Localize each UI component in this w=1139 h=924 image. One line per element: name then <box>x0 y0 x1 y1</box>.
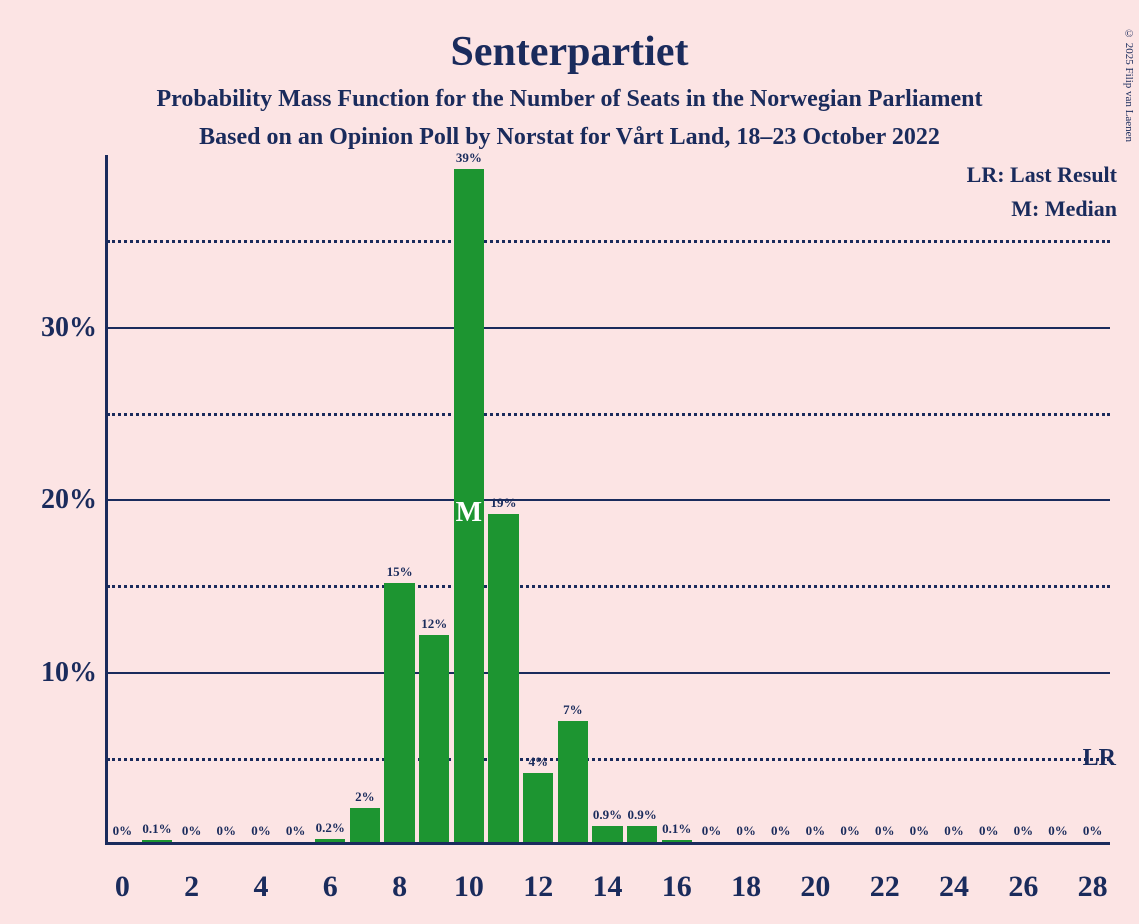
bar-value-label: 39% <box>456 150 482 166</box>
median-marker: M <box>456 497 482 529</box>
bar-seat-1 <box>142 840 172 842</box>
bar-value-label: 0% <box>251 823 271 839</box>
bar-seat-13 <box>558 721 588 842</box>
bar-seat-12 <box>523 773 553 842</box>
bar-seat-15 <box>627 826 657 842</box>
y-tick-label: 10% <box>41 657 97 689</box>
y-tick-label: 20% <box>41 484 97 516</box>
x-tick-label: 28 <box>1078 870 1108 904</box>
bar-value-label: 0% <box>702 823 722 839</box>
bar-value-label: 0% <box>875 823 895 839</box>
x-tick-label: 4 <box>253 870 268 904</box>
x-tick-label: 10 <box>454 870 484 904</box>
bar-value-label: 19% <box>491 495 517 511</box>
bar-value-label: 0.9% <box>628 807 657 823</box>
x-tick-label: 2 <box>184 870 199 904</box>
grid-line-major <box>107 327 1110 329</box>
bar-value-label: 0.1% <box>142 821 171 837</box>
bar-value-label: 0.2% <box>316 820 345 836</box>
chart-container: Senterpartiet Probability Mass Function … <box>0 0 1139 924</box>
bar-seat-16 <box>662 840 692 842</box>
bar-value-label: 0% <box>771 823 791 839</box>
x-tick-label: 20 <box>800 870 830 904</box>
bar-seat-14 <box>592 826 622 842</box>
bar-value-label: 7% <box>563 702 583 718</box>
x-tick-label: 18 <box>731 870 761 904</box>
bar-value-label: 0% <box>910 823 930 839</box>
chart-subtitle-1: Probability Mass Function for the Number… <box>0 86 1139 113</box>
bar-seat-9 <box>419 635 449 842</box>
grid-line-minor <box>107 585 1110 588</box>
bar-seat-7 <box>350 808 380 843</box>
grid-line-minor <box>107 240 1110 243</box>
x-tick-label: 26 <box>1008 870 1038 904</box>
x-tick-label: 16 <box>662 870 692 904</box>
chart-title: Senterpartiet <box>0 28 1139 76</box>
bar-value-label: 0% <box>286 823 306 839</box>
copyright-text: © 2025 Filip van Laenen <box>1123 28 1135 142</box>
grid-line-minor <box>107 413 1110 416</box>
bar-value-label: 15% <box>387 564 413 580</box>
x-tick-label: 0 <box>115 870 130 904</box>
x-tick-label: 8 <box>392 870 407 904</box>
x-axis-line <box>105 842 1110 845</box>
bar-value-label: 0.1% <box>662 821 691 837</box>
chart-subtitle-2: Based on an Opinion Poll by Norstat for … <box>0 124 1139 151</box>
bar-value-label: 12% <box>421 616 447 632</box>
grid-line-major <box>107 672 1110 674</box>
bar-value-label: 0% <box>944 823 964 839</box>
x-tick-label: 6 <box>323 870 338 904</box>
bar-value-label: 0% <box>217 823 237 839</box>
bar-value-label: 2% <box>355 789 375 805</box>
bar-value-label: 4% <box>528 754 548 770</box>
grid-line-major <box>107 499 1110 501</box>
bar-value-label: 0% <box>979 823 999 839</box>
bar-seat-6 <box>315 839 345 842</box>
x-tick-label: 12 <box>523 870 553 904</box>
x-tick-label: 14 <box>593 870 623 904</box>
bar-value-label: 0% <box>113 823 133 839</box>
plot-area: 0%0.1%0%0%0%0%0.2%2%15%12%39%19%4%7%0.9%… <box>105 155 1110 845</box>
bar-value-label: 0% <box>1014 823 1034 839</box>
lr-marker: LR <box>1083 745 1116 772</box>
bar-value-label: 0% <box>1083 823 1103 839</box>
bar-seat-11 <box>488 514 518 842</box>
bar-value-label: 0% <box>1048 823 1068 839</box>
y-tick-label: 30% <box>41 312 97 344</box>
bar-value-label: 0% <box>182 823 202 839</box>
bar-value-label: 0% <box>840 823 860 839</box>
x-tick-label: 24 <box>939 870 969 904</box>
bar-seat-8 <box>384 583 414 842</box>
bar-value-label: 0.9% <box>593 807 622 823</box>
grid-line-minor <box>107 758 1110 761</box>
bar-value-label: 0% <box>806 823 826 839</box>
bar-value-label: 0% <box>736 823 756 839</box>
x-tick-label: 22 <box>870 870 900 904</box>
